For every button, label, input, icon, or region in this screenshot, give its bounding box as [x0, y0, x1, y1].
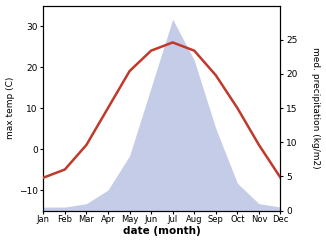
Y-axis label: max temp (C): max temp (C): [6, 77, 15, 139]
X-axis label: date (month): date (month): [123, 227, 201, 236]
Y-axis label: med. precipitation (kg/m2): med. precipitation (kg/m2): [311, 47, 320, 169]
